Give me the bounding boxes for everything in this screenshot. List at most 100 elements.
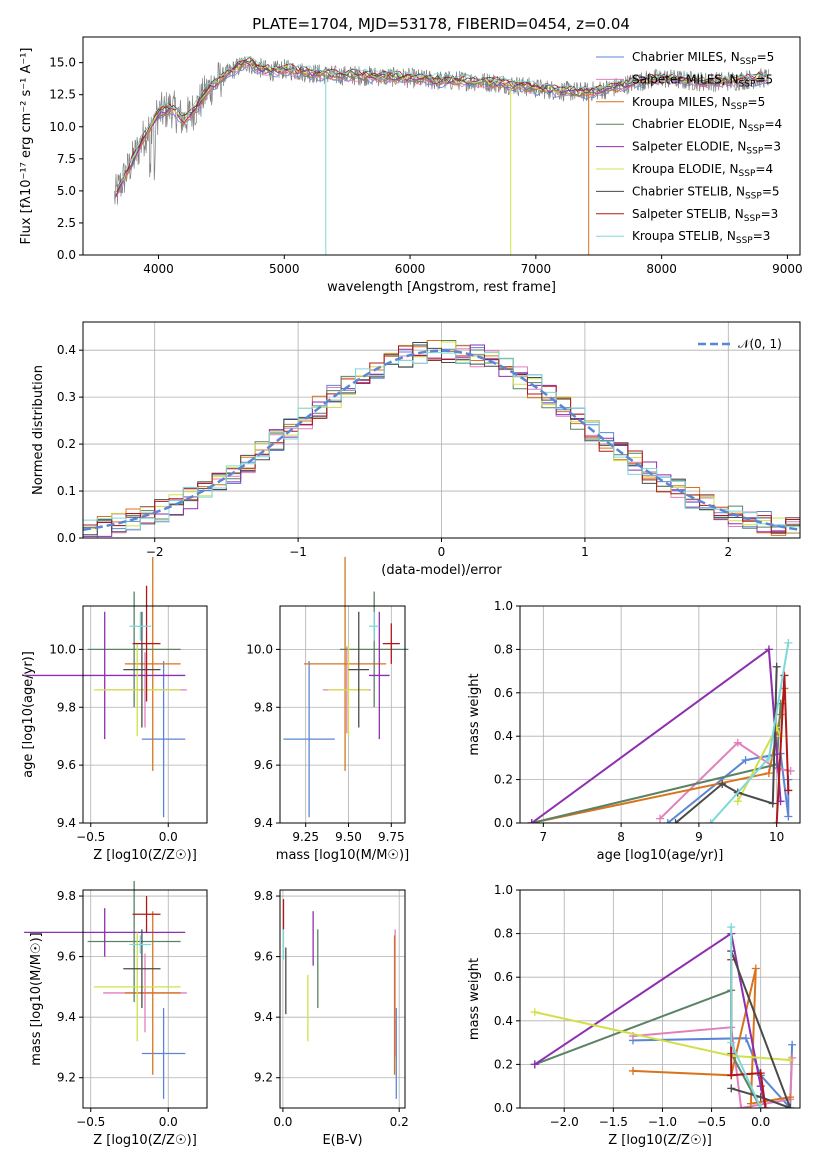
x-tick-label: −0.5 — [76, 1115, 105, 1129]
x-tick-label: −2.0 — [550, 1115, 579, 1129]
mass-weight-line — [531, 703, 782, 823]
y-tick-label: 0.6 — [494, 686, 513, 700]
mass-weight-marker — [756, 1069, 765, 1078]
y-tick-label: 0.0 — [494, 816, 513, 830]
legend-label: Salpeter STELIB, NSSP=3 — [632, 207, 778, 224]
mass-vs-extinction-panel: 0.0 0.2 9.2 9.4 9.6 9.8 E(B-V) — [254, 889, 409, 1148]
mass-weight-marker — [727, 923, 736, 932]
x-tick-label: 9000 — [772, 262, 803, 276]
x-tick-label: 10 — [769, 830, 784, 844]
y-tick-label: 0.2 — [57, 437, 76, 451]
mass-weight-marker — [671, 819, 680, 823]
y-tick-label: 9.4 — [254, 1010, 273, 1024]
mass-weight-vs-age-panel: 7 8 9 10 0.0 0.2 0.4 0.6 0.8 1.0 age [log10(age/yr… — [467, 599, 801, 863]
y-tick-label: 9.4 — [57, 1010, 76, 1024]
model-spectrum-line — [115, 61, 766, 197]
x-tick-label: 2 — [724, 545, 732, 559]
mass-weight-marker — [727, 1038, 736, 1047]
mass-vs-metallicity-panel: −0.5 0.0 9.2 9.4 9.6 9.8 Z [log10(Z/Z☉)] mass [… — [24, 880, 208, 1148]
x-axis-label: Z [log10(Z/Z☉)] — [608, 1133, 712, 1148]
legend-label: Chabrier MILES, NSSP=5 — [632, 50, 774, 67]
y-tick-label: 0.6 — [494, 970, 513, 984]
y-tick-label: 9.6 — [254, 950, 273, 964]
x-tick-label: 0 — [438, 545, 446, 559]
spectrum-panel: 4000 5000 6000 7000 8000 9000 0.0 2.5 5.0 7.5 10.0… — [19, 36, 803, 295]
y-tick-label: 9.2 — [254, 1071, 273, 1085]
mass-weight-marker — [727, 1084, 736, 1093]
mass-weight-marker — [706, 819, 715, 823]
x-tick-label: −1.5 — [599, 1115, 628, 1129]
y-tick-label: 10.0 — [49, 120, 76, 134]
y-axis-label: mass [log10(M/M☉)] — [29, 932, 44, 1065]
mass-weight-marker — [741, 756, 750, 765]
x-tick-label: 6000 — [395, 262, 426, 276]
x-axis-label: E(B-V) — [322, 1133, 362, 1148]
y-tick-label: 9.6 — [57, 950, 76, 964]
x-tick-label: −1 — [289, 545, 307, 559]
x-tick-label: 0.2 — [390, 1115, 409, 1129]
mass-weight-marker — [741, 1034, 750, 1043]
x-tick-label: −1.0 — [648, 1115, 677, 1129]
y-tick-label: 7.5 — [57, 152, 76, 166]
mass-weight-marker — [733, 738, 742, 747]
model-spectrum-line — [114, 64, 768, 200]
y-tick-label: 0.4 — [57, 343, 76, 357]
x-tick-label: 9.25 — [292, 830, 319, 844]
y-tick-label: 5.0 — [57, 184, 76, 198]
plot-frame — [519, 605, 801, 824]
age-vs-metallicity-panel: −0.5 0.0 9.4 9.6 9.8 10.0 Z [log10(Z/Z☉)] age [… — [21, 556, 208, 863]
y-tick-label: 2.5 — [57, 216, 76, 230]
mass-weight-marker — [780, 671, 789, 680]
x-tick-label: 9.75 — [378, 830, 405, 844]
y-tick-label: 10.0 — [49, 642, 76, 656]
y-axis-label: age [log10(age/yr)] — [21, 651, 36, 778]
y-axis-label: Flux [fλ10⁻¹⁷ erg cm⁻² s⁻¹ A⁻¹] — [19, 48, 34, 245]
y-tick-label: 0.0 — [494, 1101, 513, 1115]
x-tick-label: −0.5 — [697, 1115, 726, 1129]
x-axis-label: Z [log10(Z/Z☉)] — [93, 1133, 197, 1148]
y-tick-label: 9.6 — [57, 758, 76, 772]
mass-weight-marker — [768, 799, 777, 808]
x-tick-label: 1 — [581, 545, 589, 559]
x-axis-label: wavelength [Angstrom, rest frame] — [327, 280, 556, 295]
plot-frame — [82, 889, 208, 1109]
mass-weight-marker — [527, 819, 536, 823]
mass-weight-marker — [788, 1040, 797, 1049]
y-tick-label: 0.8 — [494, 927, 513, 941]
model-spectrum-line — [117, 56, 767, 189]
y-tick-label: 12.5 — [49, 88, 76, 102]
mass-weight-line — [659, 741, 791, 820]
legend-label: Kroupa MILES, NSSP=5 — [632, 95, 765, 112]
spectrum-title: PLATE=1704, MJD=53178, FIBERID=0454, z=0… — [252, 15, 630, 33]
age-vs-mass-panel: 9.25 9.50 9.75 9.4 9.6 9.8 10.0 mass [log10(M/M… — [246, 556, 409, 863]
mass-weight-line — [730, 950, 792, 1108]
x-tick-label: 9 — [695, 830, 703, 844]
y-tick-label: 9.4 — [254, 816, 273, 830]
mass-weight-marker — [784, 638, 793, 647]
x-axis-label: Z [log10(Z/Z☉)] — [93, 848, 197, 863]
mass-weight-marker — [530, 1008, 539, 1017]
y-tick-label: 0.4 — [494, 1014, 513, 1028]
y-tick-label: 9.2 — [57, 1071, 76, 1085]
mass-weight-marker — [530, 1060, 539, 1069]
y-tick-label: 9.8 — [254, 700, 273, 714]
y-tick-label: 0.0 — [57, 248, 76, 262]
x-tick-label: 0.0 — [751, 1115, 770, 1129]
x-tick-label: 0.0 — [159, 1115, 178, 1129]
x-tick-label: −0.5 — [76, 830, 105, 844]
histogram-step-line — [83, 342, 800, 536]
plot-frame — [82, 36, 801, 256]
mass-weight-marker — [663, 819, 672, 823]
legend-label: Chabrier ELODIE, NSSP=4 — [632, 117, 782, 134]
y-tick-label: 1.0 — [494, 883, 513, 897]
mass-weight-marker — [786, 1104, 795, 1108]
legend-label: 𝒩(0, 1) — [738, 337, 782, 351]
mass-weight-marker — [784, 812, 793, 821]
mass-weight-marker — [772, 662, 781, 671]
legend-label: Salpeter ELODIE, NSSP=3 — [632, 140, 781, 157]
mass-weight-line — [674, 666, 778, 823]
plot-frame — [279, 605, 406, 824]
mass-weight-marker — [786, 1093, 795, 1102]
mass-weight-marker — [761, 1104, 770, 1108]
mass-weight-vs-metallicity-panel: −2.0 −1.5 −1.0 −0.5 0.0 0.0 0.2 0.4 0.6 0.8 1.0 Z [… — [467, 883, 801, 1148]
